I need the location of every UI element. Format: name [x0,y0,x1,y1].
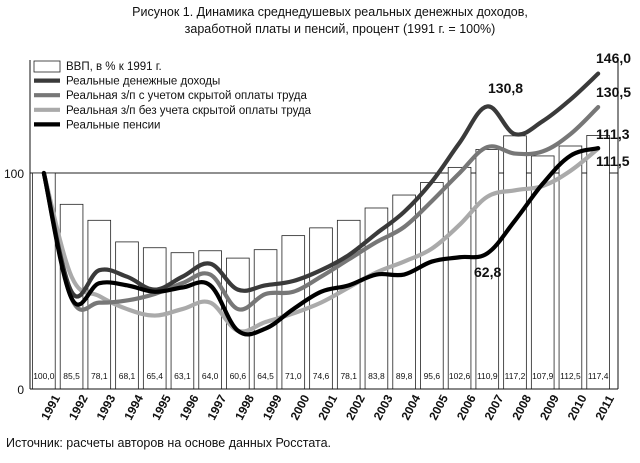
bar-value-label-2009: 107,9 [532,371,554,381]
x-tick-label-1995: 1995 [149,392,174,422]
legend-swatch-gdp [33,60,61,73]
bar-2005 [420,182,444,390]
legend-label-series-3: Реальная з/п без учета скрытой оплаты тр… [66,105,312,117]
bar-value-label-1998: 60,6 [230,371,247,381]
series-line-1 [41,71,601,299]
x-tick-label-1998: 1998 [232,392,257,422]
annotation-4: 111,3 [596,126,630,142]
bar-value-label-1999: 64,5 [257,371,274,381]
x-tick-label-2010: 2010 [565,392,590,422]
source-note: Источник: расчеты авторов на основе данн… [6,436,332,450]
x-tick-label-2007: 2007 [482,392,507,422]
x-tick-label-1996: 1996 [177,392,202,422]
annotation-2: 146,0 [596,50,631,66]
bar-2004 [392,194,416,390]
bar-value-label-2001: 74,6 [313,371,330,381]
x-tick-label-2000: 2000 [288,392,313,422]
legend-label-gdp: ВВП, в % к 1991 г. [66,61,162,73]
bar-value-label-1996: 63,1 [174,371,191,381]
y-tick-label-100: 100 [4,167,24,181]
bar-2001 [309,227,333,390]
annotation-3: 130,5 [596,84,631,100]
x-tick-label-1991: 1991 [38,392,63,422]
bar-1995 [142,247,167,390]
figure-title: Рисунок 1. Динамика среднедушевых реальн… [0,4,640,38]
bar-value-label-2011: 117,4 [588,371,609,381]
legend-label-series-4: Реальные пенсии [66,119,160,131]
bar-value-label-2003: 83,8 [368,371,385,381]
series-line-3 [41,146,601,334]
bar-value-label-2004: 89,8 [396,371,413,381]
x-tick-label-1997: 1997 [204,392,229,422]
bar-2010 [558,145,583,390]
bar-value-label-1995: 65,4 [146,371,163,381]
bar-value-label-1993: 78,1 [91,371,108,381]
bar-value-label-2005: 95,6 [424,371,441,381]
chart-lines [41,71,601,337]
bar-value-label-1997: 64,0 [202,371,219,381]
chart-labels: 100,0 85,5 78,1 68,1 65,4 63,1 64,0 60,6 64,5 71,… [33,50,631,381]
legend-label-series-2: Реальная з/п с учетом скрытой оплаты тру… [66,90,307,102]
bar-value-label-2008: 117,2 [505,371,526,381]
series-line-4 [41,146,601,337]
bar-2008 [503,135,527,390]
bar-1994 [115,241,139,390]
bar-2011 [586,135,610,390]
bar-value-label-1992: 85,5 [63,371,80,381]
series-line-2 [41,105,601,312]
figure-title-line2: заработной платы и пенсий, процент (1991… [184,22,496,36]
x-tick-label-2008: 2008 [509,392,534,422]
bar-value-label-2006: 102,6 [449,371,471,381]
bar-value-label-2002: 78,1 [340,371,357,381]
chart: 0 100 1991 1992 1993 1994 1995 1996 1997 1998 1999… [4,50,631,423]
legend-label-series-1: Реальные денежные доходы [66,76,220,88]
bar-value-label-2010: 112,5 [560,371,581,381]
x-tick-label-2003: 2003 [371,392,396,422]
x-tick-label-1992: 1992 [66,392,91,422]
annotation-6: 62,8 [474,264,501,280]
annotation-1: 130,8 [488,80,523,96]
bar-value-label-2000: 71,0 [285,371,302,381]
x-tick-label-2009: 2009 [537,392,562,422]
bar-2002 [336,219,361,390]
x-tick-label-2011: 2011 [592,393,617,423]
x-tick-label-1999: 1999 [260,392,285,422]
bar-value-label-1991: 100,0 [33,371,55,381]
x-tick-label-2005: 2005 [426,392,451,422]
annotation-5: 111,5 [596,153,630,169]
bar-2006 [447,166,472,390]
figure-title-line1: Рисунок 1. Динамика среднедушевых реальн… [132,5,528,19]
x-tick-label-2004: 2004 [398,392,423,422]
x-tick-label-2006: 2006 [454,392,479,422]
x-tick-label-1993: 1993 [94,392,119,422]
y-tick-label-0: 0 [17,383,24,397]
chart-legend: ВВП, в % к 1991 г. Реальные денежные дохо… [33,60,312,131]
bar-value-label-1994: 68,1 [119,371,136,381]
x-tick-label-2001: 2001 [315,392,340,422]
x-tick-label-2002: 2002 [343,392,368,422]
x-tick-label-1994: 1994 [121,392,146,422]
bar-value-label-2007: 110,9 [477,371,498,381]
